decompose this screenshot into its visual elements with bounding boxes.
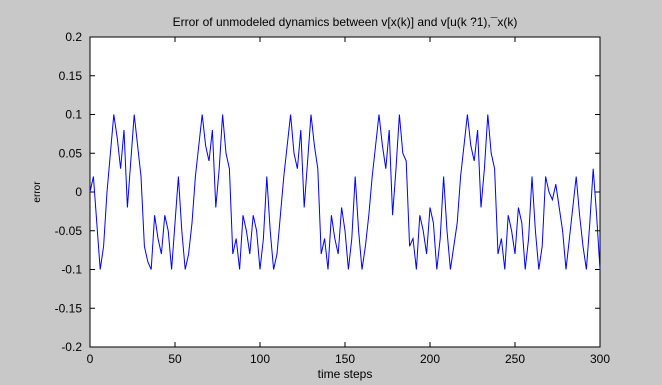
x-tick-label: 0 <box>87 352 94 366</box>
series-line <box>89 114 601 270</box>
plot-area <box>89 36 601 348</box>
x-tick-label: 300 <box>590 352 610 366</box>
y-tick-label: -0.15 <box>55 301 83 315</box>
x-tick-label: 250 <box>505 352 525 366</box>
y-tick-label: -0.1 <box>61 263 82 277</box>
x-tick-label: 150 <box>335 352 355 366</box>
y-tick-label: 0.05 <box>59 146 83 160</box>
y-tick-label: 0.15 <box>59 69 83 83</box>
y-tick-label: 0.2 <box>65 30 82 44</box>
x-axis-ticks: 0 50 100 150 200 250 300 <box>87 37 610 366</box>
y-tick-label: 0.1 <box>65 108 82 122</box>
x-tick-label: 100 <box>250 352 270 366</box>
y-tick-label: -0.2 <box>61 340 82 354</box>
x-tick-label: 50 <box>168 352 182 366</box>
y-tick-label: -0.05 <box>55 224 83 238</box>
x-tick-label: 200 <box>420 352 440 366</box>
y-axis-ticks: -0.2 -0.15 -0.1 -0.05 0 0.05 0.1 0.15 0.2 <box>55 30 600 354</box>
x-axis-label: time steps <box>318 367 373 381</box>
y-axis-label: error <box>32 181 43 203</box>
chart-title: Error of unmodeled dynamics between v[x(… <box>173 15 518 29</box>
y-tick-label: 0 <box>75 185 82 199</box>
